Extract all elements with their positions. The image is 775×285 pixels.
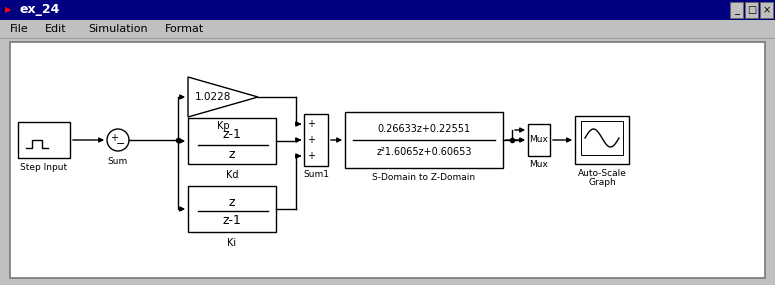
FancyBboxPatch shape	[0, 0, 775, 20]
Text: Kp: Kp	[217, 121, 229, 131]
FancyBboxPatch shape	[730, 2, 743, 18]
Circle shape	[107, 129, 129, 151]
Text: z-1: z-1	[222, 129, 242, 141]
FancyBboxPatch shape	[760, 2, 773, 18]
Text: z²1.6065z+0.60653: z²1.6065z+0.60653	[376, 147, 472, 157]
FancyBboxPatch shape	[0, 20, 775, 38]
Text: Sum1: Sum1	[303, 170, 329, 179]
Text: □: □	[747, 5, 756, 15]
Text: z-1: z-1	[222, 215, 242, 227]
Text: −: −	[116, 139, 126, 149]
Text: ×: ×	[763, 5, 770, 15]
Polygon shape	[188, 77, 258, 117]
FancyBboxPatch shape	[188, 186, 276, 232]
Text: Simulation: Simulation	[88, 24, 147, 34]
Text: 0.26633z+0.22551: 0.26633z+0.22551	[377, 124, 470, 134]
Text: +: +	[307, 135, 315, 145]
Text: Sum: Sum	[108, 157, 128, 166]
Text: +: +	[307, 151, 315, 161]
Text: ex_24: ex_24	[20, 3, 60, 17]
FancyBboxPatch shape	[575, 116, 629, 164]
Text: 1.0228: 1.0228	[195, 92, 231, 102]
Text: +: +	[110, 133, 118, 143]
Text: Ki: Ki	[227, 238, 236, 248]
Text: Mux: Mux	[529, 160, 549, 169]
Text: Format: Format	[165, 24, 205, 34]
FancyBboxPatch shape	[745, 2, 758, 18]
FancyBboxPatch shape	[10, 42, 765, 278]
Text: z: z	[229, 148, 236, 162]
Text: File: File	[10, 24, 29, 34]
FancyBboxPatch shape	[345, 112, 503, 168]
Text: z: z	[229, 196, 236, 209]
FancyBboxPatch shape	[18, 122, 70, 158]
Text: Graph: Graph	[588, 178, 616, 187]
FancyBboxPatch shape	[304, 114, 328, 166]
Text: S-Domain to Z-Domain: S-Domain to Z-Domain	[373, 173, 476, 182]
Text: Auto-Scale: Auto-Scale	[577, 169, 626, 178]
Text: Mux: Mux	[529, 135, 549, 144]
Text: Edit: Edit	[45, 24, 67, 34]
Text: Step Input: Step Input	[20, 163, 67, 172]
FancyBboxPatch shape	[528, 124, 550, 156]
Text: +: +	[307, 119, 315, 129]
FancyBboxPatch shape	[188, 118, 276, 164]
Text: ▶: ▶	[5, 5, 12, 15]
Text: _: _	[734, 5, 739, 15]
FancyBboxPatch shape	[581, 121, 623, 155]
Text: Kd: Kd	[226, 170, 238, 180]
